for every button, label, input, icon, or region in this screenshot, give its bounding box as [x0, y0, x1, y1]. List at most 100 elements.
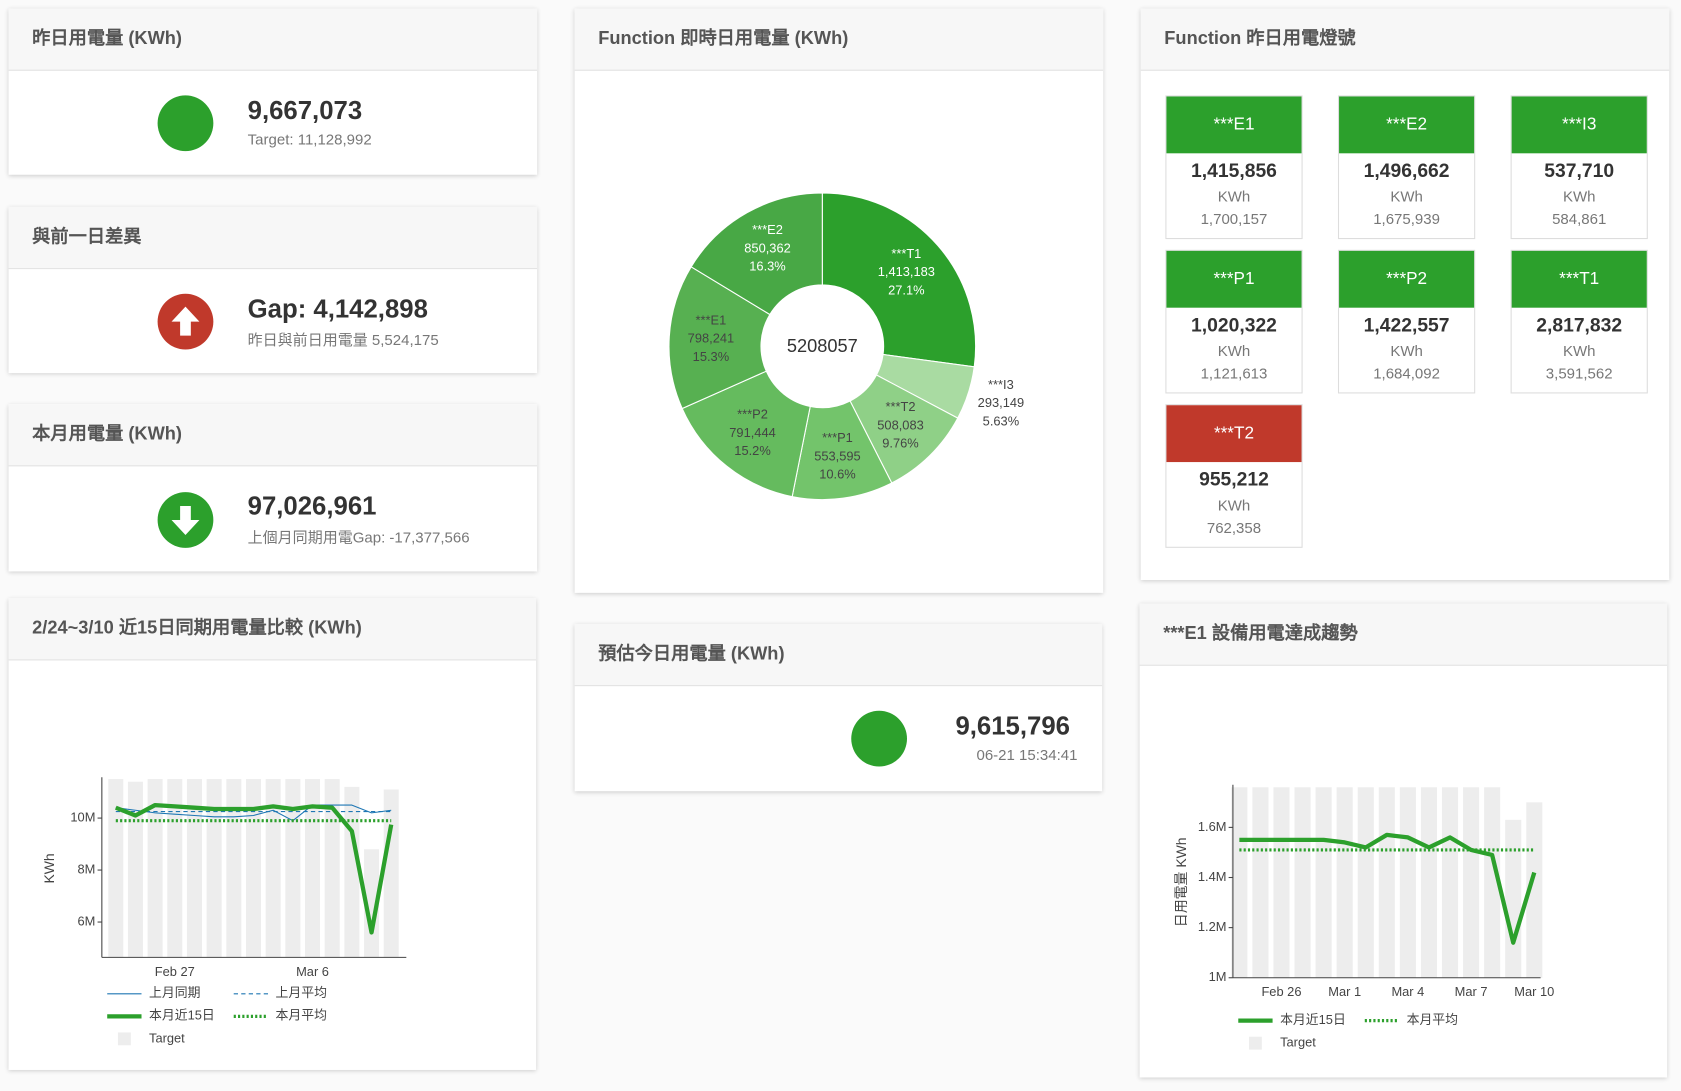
y-tick-label: 1M	[1209, 969, 1227, 984]
kpi-card: 預估今日用電量 (KWh) 9,615,796 06-21 15:34:41	[574, 623, 1103, 792]
slice-name: ***P1	[822, 430, 853, 445]
slice-value: 791,444	[729, 425, 775, 440]
pie-slice	[821, 192, 977, 368]
status-icon	[157, 95, 214, 152]
series-line	[1239, 832, 1537, 945]
target-bar	[147, 779, 163, 958]
target-bar	[1505, 819, 1522, 978]
kpi-value: 97,026,961	[247, 492, 377, 522]
light-target: 3,591,562	[1545, 364, 1613, 382]
slice-percent: 9.76%	[882, 436, 918, 451]
target-bar	[1420, 787, 1437, 978]
light-value: 955,212	[1199, 468, 1269, 490]
target-bar	[1399, 787, 1416, 978]
card-title: Function 即時日用電量 (KWh)	[574, 8, 1104, 71]
light-item: ***E1 1,415,856 KWh 1,700,157	[1165, 95, 1303, 240]
light-unit: KWh	[1217, 496, 1251, 514]
kpi-value: 9,615,796	[955, 711, 1070, 741]
light-name: ***T2	[1166, 405, 1302, 463]
legend-label: 本月平均	[1407, 1012, 1458, 1027]
kpi-card: 與前一日差異 Gap: 4,142,898 昨日與前日用電量 5,524,175	[8, 206, 538, 374]
light-target: 584,861	[1552, 210, 1607, 228]
y-tick-label: 1.2M	[1198, 919, 1227, 934]
target-bar	[383, 789, 399, 958]
legend-label: 本月近15日	[1280, 1012, 1346, 1027]
slice-value: 1,413,183	[878, 264, 935, 279]
x-tick-label: Mar 1	[1328, 984, 1361, 999]
slice-name: ***E1	[696, 312, 727, 327]
target-bar	[1231, 787, 1248, 978]
x-tick-label: Mar 4	[1391, 984, 1424, 999]
x-tick-label: Mar 6	[296, 964, 329, 979]
kpi-card: 本月用電量 (KWh) 97,026,961 上個月同期用電Gap: -17,3…	[8, 404, 538, 572]
series-line	[114, 802, 394, 935]
kpi-value: Gap: 4,142,898	[247, 294, 428, 324]
legend-swatch	[1248, 1036, 1262, 1050]
light-unit: KWh	[1390, 341, 1423, 360]
light-item: ***P1 1,020,322 KWh 1,121,613	[1165, 249, 1303, 394]
card-title: 與前一日差異	[8, 206, 538, 270]
y-tick-label: 1.4M	[1198, 869, 1227, 884]
slice-percent: 16.3%	[749, 259, 785, 274]
target-bar	[1357, 787, 1374, 978]
y-tick-label: 6M	[78, 913, 96, 928]
x-tick-label: Mar 7	[1455, 984, 1488, 999]
x-tick-label: Feb 26	[1261, 984, 1301, 999]
target-bar	[305, 779, 321, 958]
target-bar	[1252, 787, 1269, 978]
kpi-sub: 06-21 15:34:41	[976, 746, 1078, 764]
light-name: ***E2	[1339, 96, 1475, 154]
legend-swatch	[117, 1032, 131, 1046]
light-unit: KWh	[1217, 341, 1251, 360]
y-tick-label: 10M	[70, 809, 95, 824]
target-bar	[1484, 787, 1501, 978]
target-bar	[265, 779, 281, 958]
light-value: 1,496,662	[1363, 159, 1450, 182]
light-target: 1,675,939	[1373, 210, 1440, 228]
light-unit: KWh	[1217, 187, 1251, 205]
light-value: 2,817,832	[1536, 314, 1623, 336]
card-title: 2/24~3/10 近15日同期用電量比較 (KWh)	[8, 598, 537, 661]
light-item: ***I3 537,710 KWh 584,861	[1510, 95, 1648, 240]
legend-label: 上月同期	[149, 985, 200, 1000]
y-axis-label: 日用電量 KWh	[1173, 837, 1189, 927]
pie-slice	[681, 370, 811, 498]
card-title: ***E1 設備用電達成趨勢	[1139, 603, 1668, 666]
light-target: 1,121,613	[1200, 364, 1268, 382]
light-unit: KWh	[1562, 187, 1596, 205]
slice-value: 508,083	[877, 417, 923, 432]
target-bar	[1526, 802, 1543, 978]
slice-percent: 5.63%	[983, 413, 1019, 428]
legend-label: Target	[149, 1030, 185, 1045]
target-bar	[186, 779, 202, 958]
slice-name: ***P2	[737, 407, 768, 422]
chart-card: ***E1 設備用電達成趨勢	[1139, 603, 1668, 1078]
card-title: Function 昨日用電燈號	[1140, 8, 1670, 71]
target-bar	[1336, 787, 1353, 978]
target-bar	[1273, 787, 1290, 978]
target-bar	[1463, 787, 1480, 978]
target-bar	[167, 779, 183, 958]
slice-value: 850,362	[744, 240, 790, 255]
light-unit: KWh	[1562, 341, 1596, 360]
kpi-value: 9,667,073	[247, 96, 363, 126]
slice-name: ***E2	[752, 222, 783, 237]
y-tick-label: 1.6M	[1198, 819, 1227, 834]
kpi-sub: 昨日與前日用電量 5,524,175	[247, 331, 439, 349]
legend-label: 上月平均	[276, 985, 327, 1000]
light-value: 537,710	[1544, 159, 1615, 182]
slice-percent: 27.1%	[888, 282, 924, 297]
slice-value: 293,149	[978, 395, 1024, 410]
target-bar	[245, 779, 262, 958]
y-tick-label: 8M	[78, 861, 96, 876]
status-icon	[851, 710, 907, 767]
pie-slice	[690, 192, 823, 316]
light-value: 1,415,856	[1191, 159, 1277, 182]
light-value: 1,020,322	[1191, 314, 1277, 336]
target-bar	[324, 779, 340, 958]
target-bar	[226, 779, 242, 958]
target-bar	[1315, 787, 1332, 978]
target-bar	[364, 849, 380, 958]
target-bar	[1378, 787, 1395, 978]
